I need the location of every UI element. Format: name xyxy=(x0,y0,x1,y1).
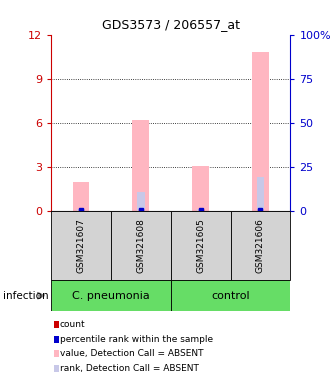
Bar xyxy=(231,211,290,280)
Bar xyxy=(51,280,171,311)
Bar xyxy=(192,166,209,211)
Text: GSM321606: GSM321606 xyxy=(256,218,265,273)
Bar xyxy=(171,280,290,311)
Bar xyxy=(252,52,269,211)
Text: infection: infection xyxy=(3,291,49,301)
Bar xyxy=(137,192,145,211)
Text: GSM321605: GSM321605 xyxy=(196,218,205,273)
Text: control: control xyxy=(211,291,250,301)
Bar xyxy=(197,209,205,211)
Text: C. pneumonia: C. pneumonia xyxy=(72,291,150,301)
Bar xyxy=(257,177,264,211)
Text: percentile rank within the sample: percentile rank within the sample xyxy=(59,334,213,344)
Bar xyxy=(111,211,171,280)
Text: rank, Detection Call = ABSENT: rank, Detection Call = ABSENT xyxy=(59,364,198,373)
Text: GSM321607: GSM321607 xyxy=(77,218,85,273)
Title: GDS3573 / 206557_at: GDS3573 / 206557_at xyxy=(102,18,240,31)
Bar xyxy=(132,120,149,211)
Bar xyxy=(73,182,89,211)
Bar xyxy=(51,211,111,280)
Text: count: count xyxy=(59,320,85,329)
Text: value, Detection Call = ABSENT: value, Detection Call = ABSENT xyxy=(59,349,203,358)
Bar xyxy=(77,209,85,211)
Bar xyxy=(171,211,231,280)
Text: GSM321608: GSM321608 xyxy=(136,218,146,273)
